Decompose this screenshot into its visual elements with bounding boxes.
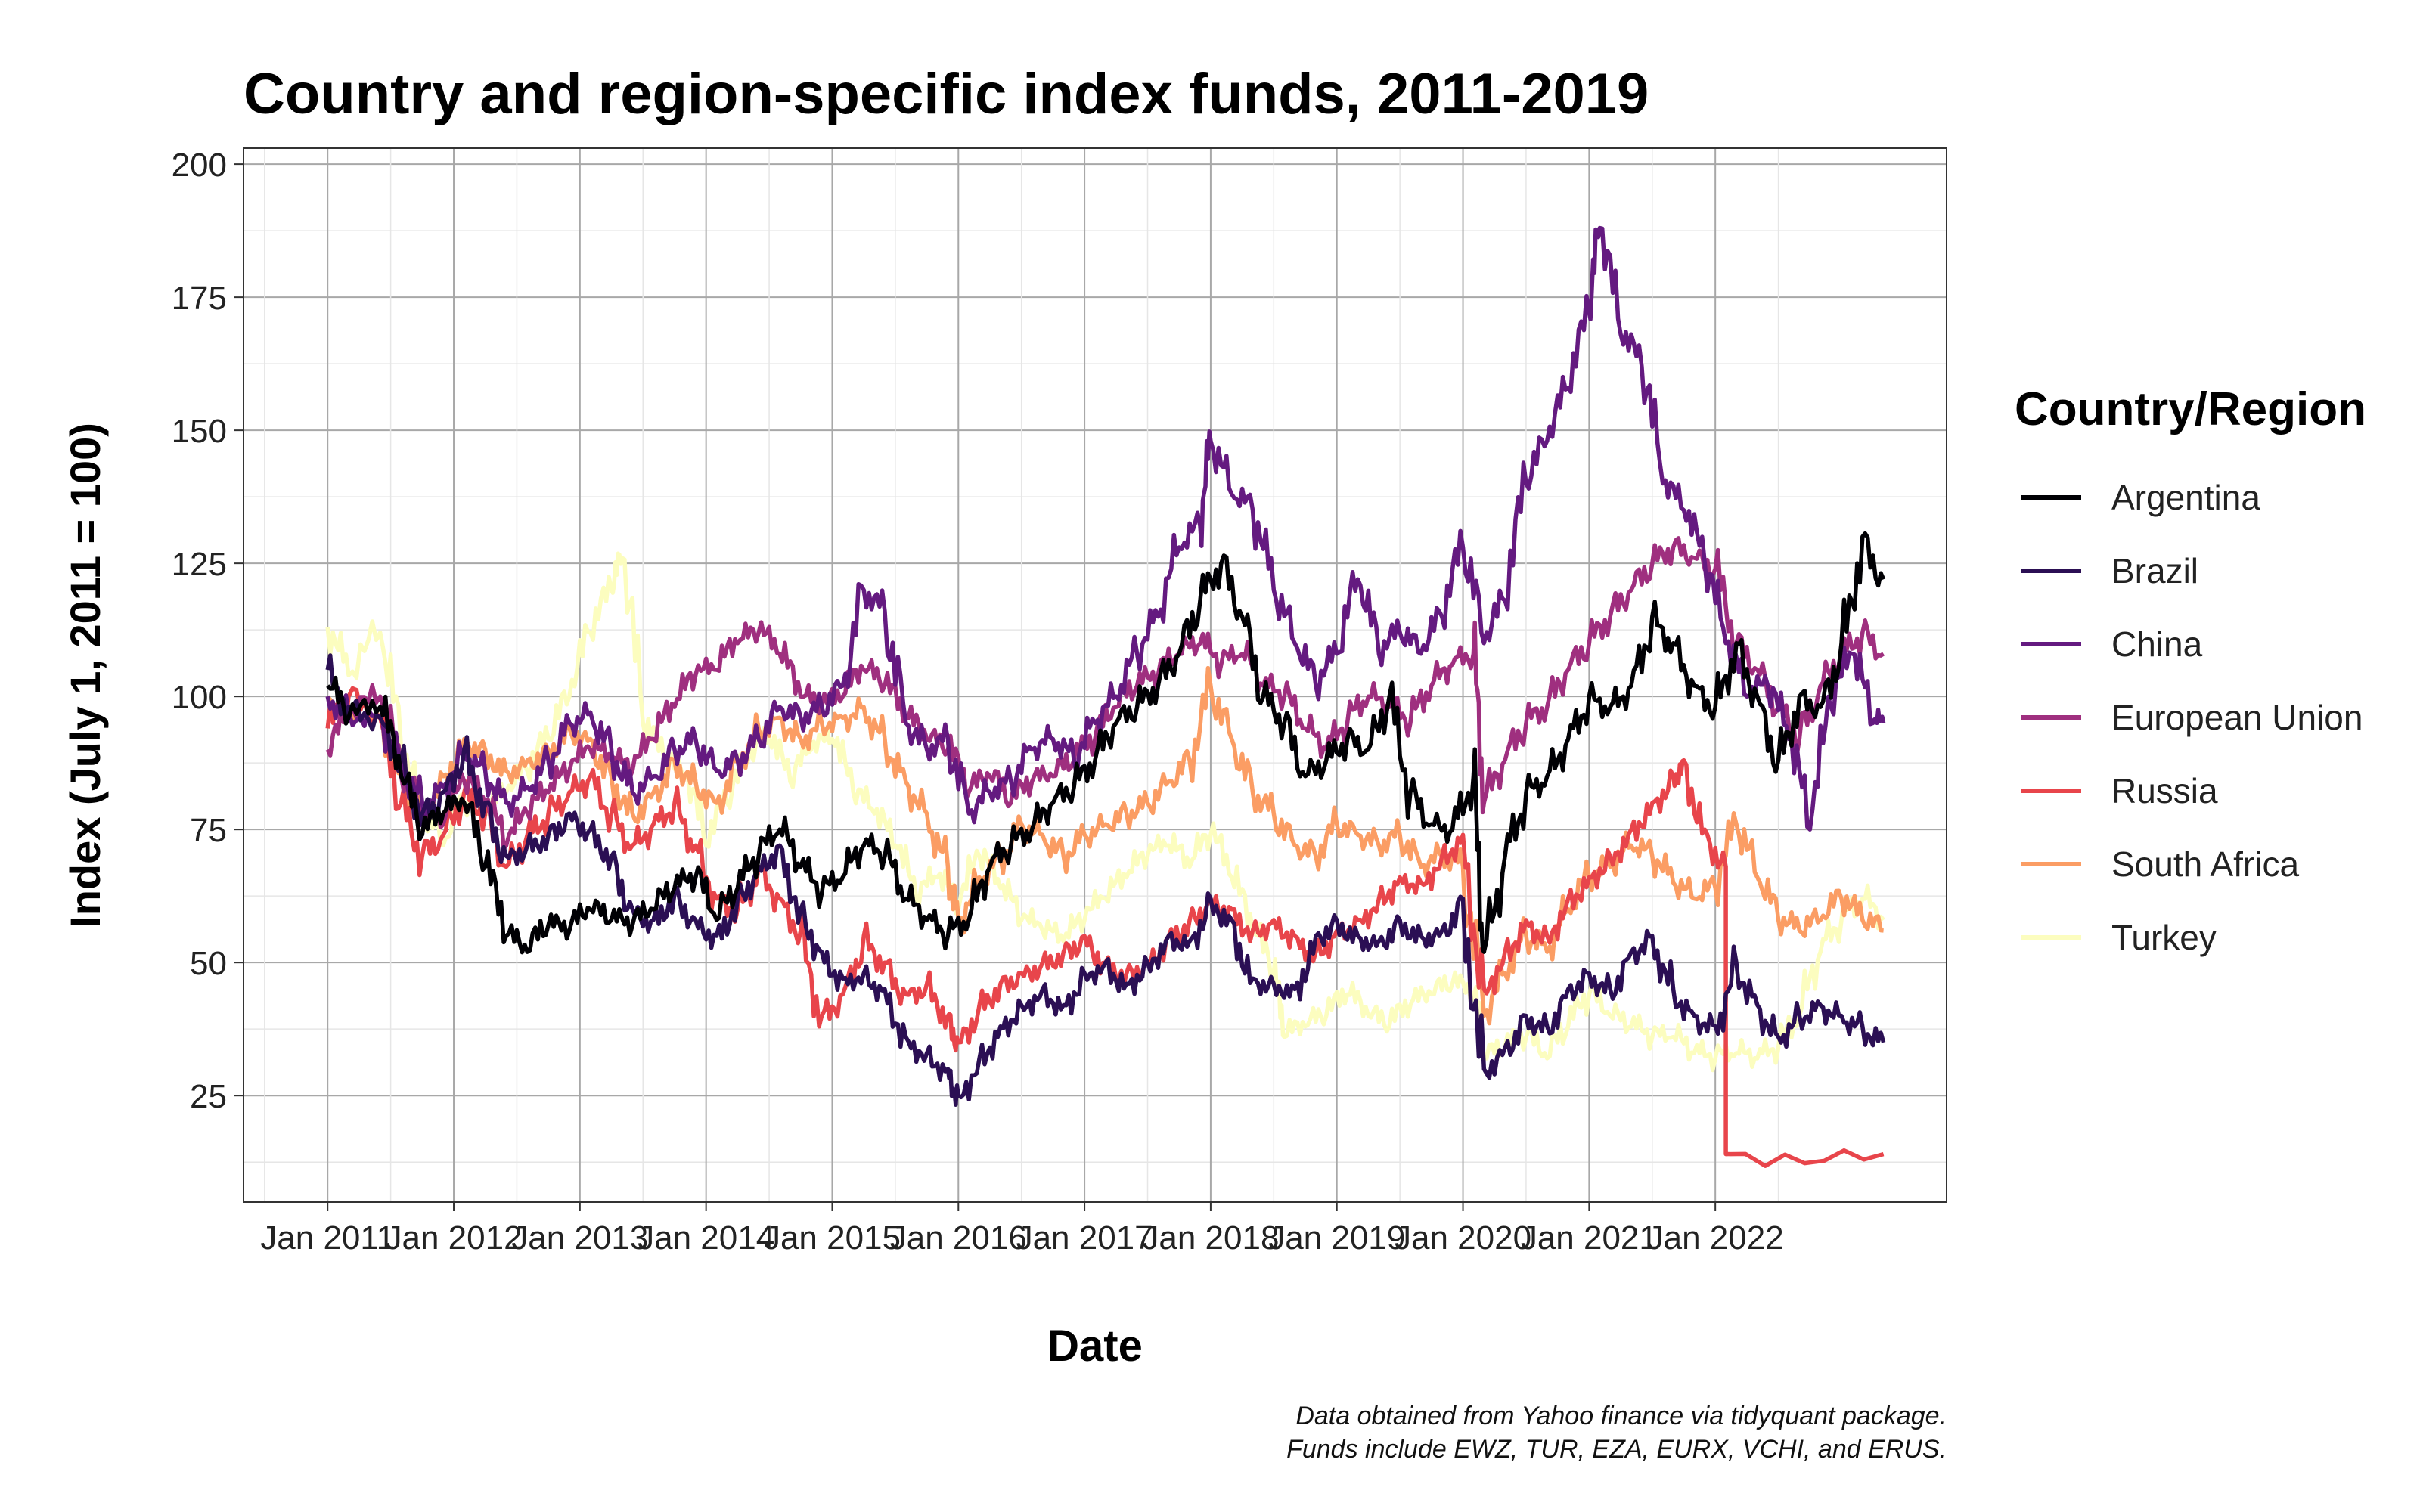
y-tick-label: 75	[190, 812, 227, 849]
y-axis: 25 50 75 100 125 150 175 200	[172, 147, 244, 1115]
y-axis-label: Index (July 1, 2011 = 100)	[61, 423, 109, 928]
series-line-china	[325, 225, 1886, 832]
x-tick-label: Jan 2013	[511, 1219, 648, 1256]
legend-title: Country/Region	[2015, 383, 2366, 435]
series-line-argentina	[326, 531, 1886, 955]
y-tick-label: 200	[172, 147, 227, 184]
y-tick-label: 50	[190, 945, 227, 982]
series-line-turkey	[325, 551, 1885, 1073]
legend: Country/Region Argentina Brazil China Europ…	[2015, 383, 2366, 957]
y-tick-label: 100	[172, 679, 227, 716]
x-tick-label: Jan 2012	[385, 1219, 522, 1256]
x-tick-label: Jan 2019	[1268, 1219, 1405, 1256]
legend-label-china: China	[2111, 624, 2203, 664]
x-tick-label: Jan 2014	[638, 1219, 774, 1256]
x-axis-label: Date	[1047, 1321, 1143, 1371]
x-tick-label: Jan 2018	[1142, 1219, 1279, 1256]
y-tick-label: 150	[172, 413, 227, 450]
plot-border	[243, 147, 1947, 1203]
x-tick-label: Jan 2020	[1395, 1219, 1531, 1256]
legend-label-turkey: Turkey	[2111, 918, 2217, 957]
y-tick-label: 25	[190, 1078, 227, 1115]
legend-label-south-africa: South Africa	[2111, 844, 2299, 884]
legend-label-russia: Russia	[2111, 771, 2218, 810]
x-tick-label: Jan 2011	[260, 1219, 395, 1256]
x-tick-label: Jan 2022	[1647, 1219, 1784, 1256]
legend-label-brazil: Brazil	[2111, 551, 2198, 590]
chart-title: Country and region-specific index funds,…	[244, 62, 1649, 126]
x-tick-label: Jan 2017	[1016, 1219, 1153, 1256]
y-tick-label: 175	[172, 280, 227, 317]
series-line-russia	[325, 686, 1885, 1168]
x-tick-label: Jan 2015	[764, 1219, 901, 1256]
series-line-brazil	[325, 653, 1886, 1107]
caption-line-1: Data obtained from Yahoo finance via tid…	[1295, 1402, 1947, 1430]
x-tick-label: Jan 2016	[890, 1219, 1027, 1256]
series-lines	[325, 225, 1886, 1168]
plot-panel	[244, 148, 1947, 1202]
y-tick-label: 125	[172, 546, 227, 583]
caption-line-2: Funds include EWZ, TUR, EZA, EURX, VCHI,…	[1286, 1435, 1947, 1464]
legend-label-argentina: Argentina	[2111, 478, 2260, 517]
legend-label-european-union: European Union	[2111, 698, 2363, 737]
x-tick-label: Jan 2021	[1521, 1219, 1658, 1256]
series-line-european-union	[325, 536, 1885, 851]
